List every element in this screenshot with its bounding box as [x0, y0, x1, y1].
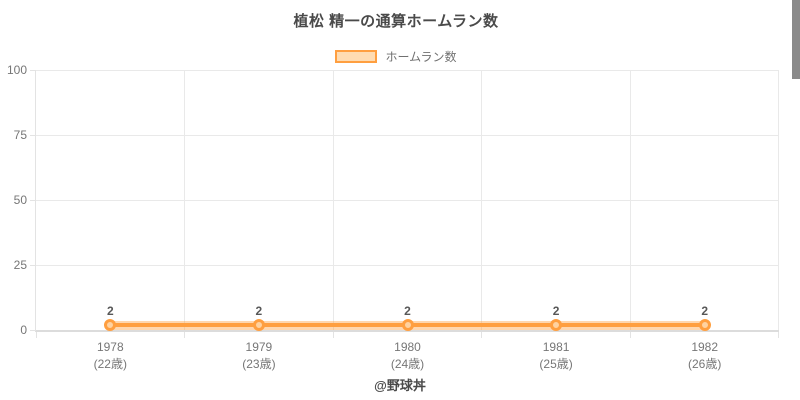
gridline-y-50 [36, 199, 779, 201]
x-tick-year: 1978 [96, 340, 124, 354]
gridline-x-5 [777, 70, 779, 330]
x-tick-label: 1979 (23歳) [242, 339, 275, 373]
gridline-y-100 [36, 69, 779, 71]
footer-credit: @野球丼 [374, 378, 426, 393]
series-line-segment [110, 322, 259, 327]
gridline-x-1 [184, 70, 186, 330]
data-point-label: 2 [552, 303, 560, 318]
x-tick-age: (24歳) [390, 357, 425, 371]
data-point-label: 2 [106, 303, 114, 318]
data-point[interactable] [104, 318, 117, 331]
data-point[interactable] [698, 318, 711, 331]
y-tick-label: 50 [13, 193, 27, 207]
x-tick-year: 1980 [394, 340, 421, 354]
gridline-y-75 [36, 134, 779, 136]
x-tick-age: (26歳) [688, 357, 722, 371]
gridline-y-25 [36, 264, 779, 266]
y-axis-tick [30, 134, 36, 136]
gridline-x-4 [629, 70, 631, 330]
gridline-x-2 [332, 70, 334, 330]
x-tick-age: (25歳) [539, 357, 573, 371]
x-tick-year: 1982 [691, 340, 719, 354]
series-line-segment [407, 322, 557, 327]
gridline-x-3 [481, 70, 483, 330]
y-axis-tick [30, 69, 36, 71]
x-tick-year: 1979 [245, 340, 273, 354]
x-tick-year: 1981 [542, 340, 570, 354]
x-axis-tick [332, 332, 334, 338]
x-axis-tick [629, 332, 631, 338]
data-point-label: 2 [404, 303, 411, 318]
x-tick-label: 1978 (22歳) [94, 339, 127, 373]
data-point[interactable] [401, 318, 414, 331]
y-axis-tick [30, 264, 36, 266]
x-tick-label: 1982 (26歳) [688, 339, 721, 373]
x-tick-age: (22歳) [93, 357, 127, 371]
x-axis-tick [35, 332, 37, 338]
x-axis-tick [481, 332, 483, 338]
y-tick-label: 0 [20, 323, 27, 337]
chart-title: 植松 精一の通算ホームラン数 [293, 13, 499, 30]
y-axis-tick [30, 199, 36, 201]
y-tick-label: 100 [6, 63, 27, 77]
data-point-label: 2 [255, 303, 263, 318]
x-axis-tick [184, 332, 186, 338]
legend-swatch-icon [335, 49, 378, 63]
data-point[interactable] [550, 318, 563, 331]
y-tick-label: 25 [13, 258, 27, 272]
y-axis-tick [30, 329, 36, 331]
data-point[interactable] [252, 318, 265, 331]
x-tick-label: 1981 (25歳) [539, 339, 572, 373]
scrollbar-thumb[interactable] [792, 0, 800, 79]
y-tick-label: 75 [13, 128, 27, 142]
series-line-segment [258, 322, 408, 327]
x-axis-tick [777, 332, 779, 338]
legend[interactable]: ホームラン数 [0, 47, 792, 65]
x-tick-age: (23歳) [242, 357, 276, 371]
series-line-segment [556, 322, 705, 327]
legend-label: ホームラン数 [385, 49, 457, 64]
x-tick-label: 1980 (24歳) [391, 339, 424, 373]
data-point-label: 2 [701, 303, 709, 318]
plot-area: 0 25 50 75 100 1978 (22歳) 1979 (23歳) 1980 (24歳) 198… [7, 63, 779, 371]
